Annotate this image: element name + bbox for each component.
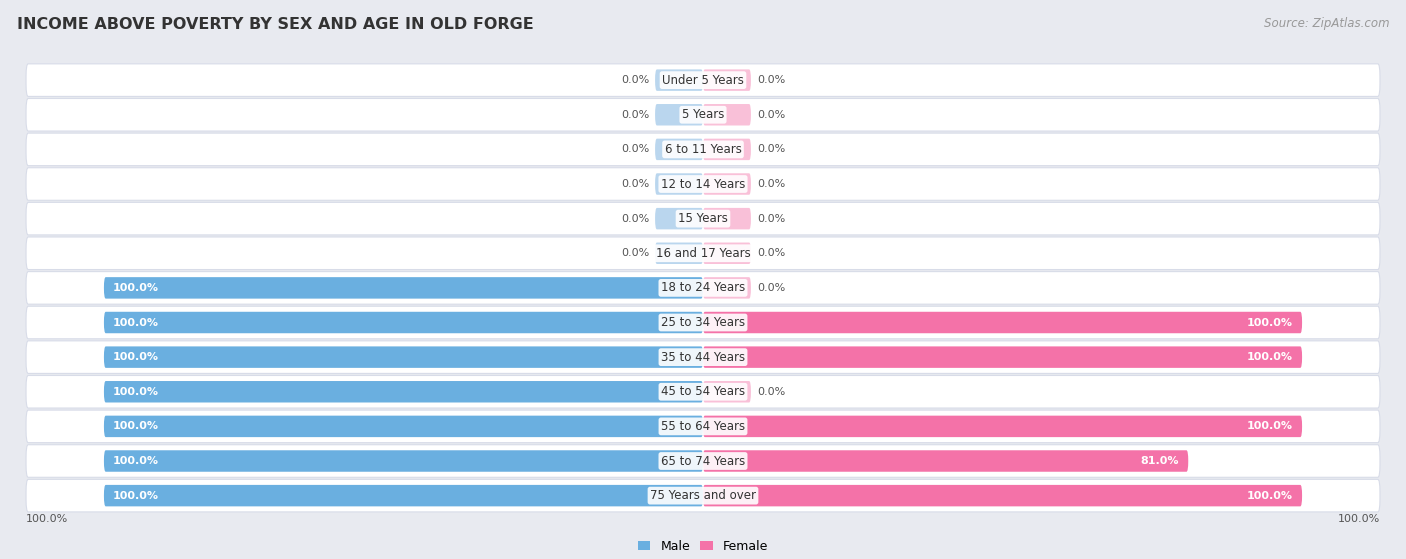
Text: 100.0%: 100.0% xyxy=(1337,514,1379,524)
Text: 0.0%: 0.0% xyxy=(756,144,785,154)
Text: 25 to 34 Years: 25 to 34 Years xyxy=(661,316,745,329)
Text: 0.0%: 0.0% xyxy=(621,144,650,154)
Text: Under 5 Years: Under 5 Years xyxy=(662,74,744,87)
Text: 16 and 17 Years: 16 and 17 Years xyxy=(655,247,751,260)
Text: 5 Years: 5 Years xyxy=(682,108,724,121)
Text: 0.0%: 0.0% xyxy=(756,283,785,293)
Text: 0.0%: 0.0% xyxy=(756,110,785,120)
FancyBboxPatch shape xyxy=(27,202,1379,235)
FancyBboxPatch shape xyxy=(703,347,1302,368)
Text: 75 Years and over: 75 Years and over xyxy=(650,489,756,502)
FancyBboxPatch shape xyxy=(27,168,1379,200)
FancyBboxPatch shape xyxy=(703,243,751,264)
Text: 15 Years: 15 Years xyxy=(678,212,728,225)
Text: 12 to 14 Years: 12 to 14 Years xyxy=(661,178,745,191)
Text: 45 to 54 Years: 45 to 54 Years xyxy=(661,385,745,398)
Text: 0.0%: 0.0% xyxy=(756,387,785,397)
Text: 6 to 11 Years: 6 to 11 Years xyxy=(665,143,741,156)
Text: 100.0%: 100.0% xyxy=(1247,491,1294,501)
FancyBboxPatch shape xyxy=(104,451,703,472)
FancyBboxPatch shape xyxy=(703,277,751,299)
FancyBboxPatch shape xyxy=(104,416,703,437)
Text: 0.0%: 0.0% xyxy=(621,110,650,120)
Text: 0.0%: 0.0% xyxy=(621,248,650,258)
Text: 0.0%: 0.0% xyxy=(621,214,650,224)
FancyBboxPatch shape xyxy=(27,64,1379,96)
FancyBboxPatch shape xyxy=(27,272,1379,304)
Text: 18 to 24 Years: 18 to 24 Years xyxy=(661,281,745,295)
Text: 100.0%: 100.0% xyxy=(112,387,159,397)
Text: 0.0%: 0.0% xyxy=(756,179,785,189)
FancyBboxPatch shape xyxy=(104,485,703,506)
Text: 0.0%: 0.0% xyxy=(621,75,650,85)
FancyBboxPatch shape xyxy=(27,341,1379,373)
Text: INCOME ABOVE POVERTY BY SEX AND AGE IN OLD FORGE: INCOME ABOVE POVERTY BY SEX AND AGE IN O… xyxy=(17,17,534,32)
Text: 100.0%: 100.0% xyxy=(27,514,69,524)
Text: 55 to 64 Years: 55 to 64 Years xyxy=(661,420,745,433)
FancyBboxPatch shape xyxy=(703,485,1302,506)
Text: 100.0%: 100.0% xyxy=(112,421,159,432)
Text: 81.0%: 81.0% xyxy=(1140,456,1180,466)
FancyBboxPatch shape xyxy=(655,104,703,126)
FancyBboxPatch shape xyxy=(104,381,703,402)
FancyBboxPatch shape xyxy=(27,410,1379,443)
FancyBboxPatch shape xyxy=(27,98,1379,131)
Text: Source: ZipAtlas.com: Source: ZipAtlas.com xyxy=(1264,17,1389,30)
Text: 65 to 74 Years: 65 to 74 Years xyxy=(661,454,745,467)
FancyBboxPatch shape xyxy=(655,243,703,264)
Text: 0.0%: 0.0% xyxy=(756,75,785,85)
FancyBboxPatch shape xyxy=(655,208,703,229)
Text: 100.0%: 100.0% xyxy=(1247,421,1294,432)
Text: 0.0%: 0.0% xyxy=(756,214,785,224)
FancyBboxPatch shape xyxy=(703,173,751,195)
FancyBboxPatch shape xyxy=(27,376,1379,408)
Text: 0.0%: 0.0% xyxy=(621,179,650,189)
FancyBboxPatch shape xyxy=(27,445,1379,477)
FancyBboxPatch shape xyxy=(655,69,703,91)
Text: 100.0%: 100.0% xyxy=(1247,318,1294,328)
FancyBboxPatch shape xyxy=(27,306,1379,339)
FancyBboxPatch shape xyxy=(703,208,751,229)
FancyBboxPatch shape xyxy=(27,237,1379,269)
Legend: Male, Female: Male, Female xyxy=(638,540,768,553)
FancyBboxPatch shape xyxy=(703,139,751,160)
FancyBboxPatch shape xyxy=(27,133,1379,165)
FancyBboxPatch shape xyxy=(703,416,1302,437)
Text: 100.0%: 100.0% xyxy=(112,456,159,466)
FancyBboxPatch shape xyxy=(703,451,1188,472)
Text: 100.0%: 100.0% xyxy=(112,283,159,293)
FancyBboxPatch shape xyxy=(104,347,703,368)
FancyBboxPatch shape xyxy=(703,69,751,91)
Text: 100.0%: 100.0% xyxy=(112,352,159,362)
FancyBboxPatch shape xyxy=(703,312,1302,333)
Text: 0.0%: 0.0% xyxy=(756,248,785,258)
FancyBboxPatch shape xyxy=(104,312,703,333)
FancyBboxPatch shape xyxy=(703,381,751,402)
FancyBboxPatch shape xyxy=(655,173,703,195)
FancyBboxPatch shape xyxy=(703,104,751,126)
Text: 100.0%: 100.0% xyxy=(1247,352,1294,362)
Text: 100.0%: 100.0% xyxy=(112,318,159,328)
FancyBboxPatch shape xyxy=(655,139,703,160)
FancyBboxPatch shape xyxy=(27,480,1379,512)
FancyBboxPatch shape xyxy=(104,277,703,299)
Text: 35 to 44 Years: 35 to 44 Years xyxy=(661,350,745,364)
Text: 100.0%: 100.0% xyxy=(112,491,159,501)
